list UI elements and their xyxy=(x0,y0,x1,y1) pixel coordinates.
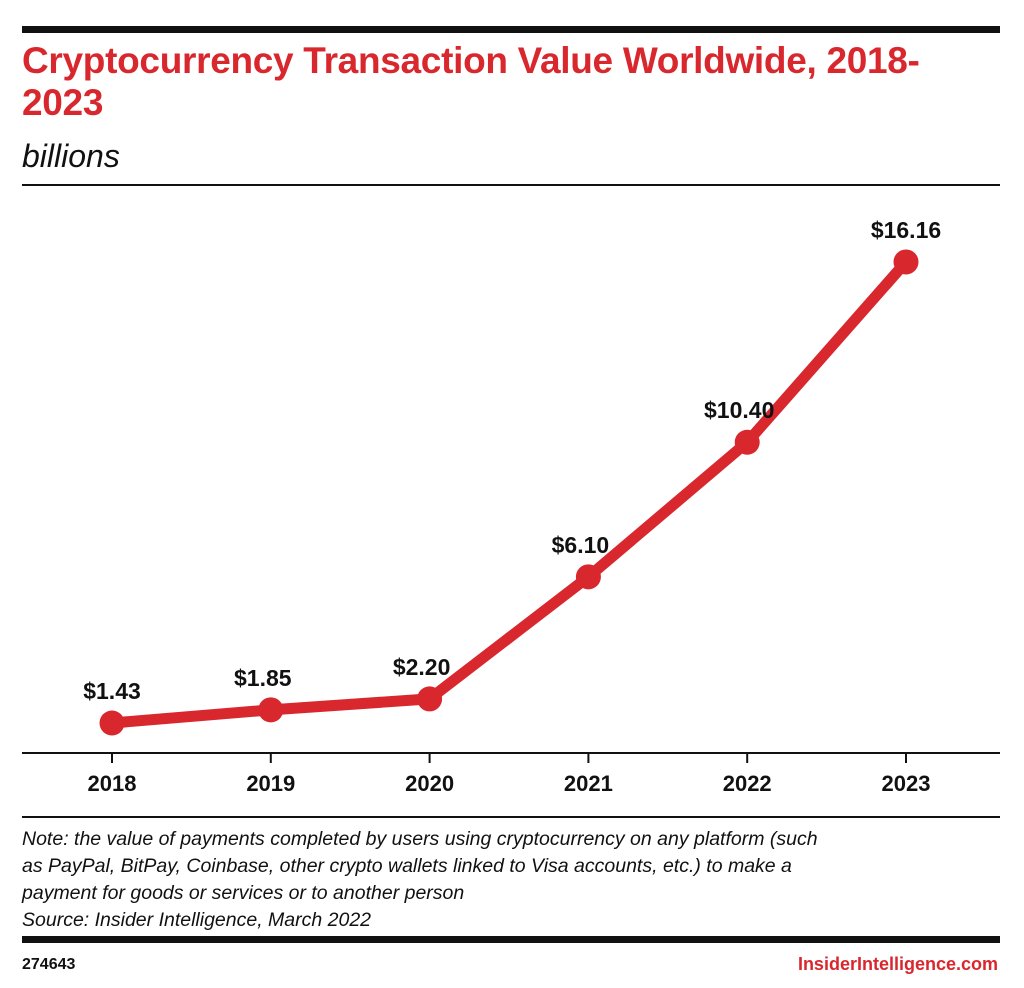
x-tick-label: 2019 xyxy=(246,771,295,796)
x-tick-label: 2021 xyxy=(564,771,613,796)
bottom-rule xyxy=(22,936,1000,943)
source-line: Source: Insider Intelligence, March 2022 xyxy=(22,909,372,931)
data-label: $6.10 xyxy=(552,532,610,558)
x-tick-label: 2020 xyxy=(405,771,454,796)
x-tick-label: 2022 xyxy=(723,771,772,796)
x-tick-label: 2018 xyxy=(88,771,137,796)
brand-link[interactable]: InsiderIntelligence.com xyxy=(797,954,998,974)
top-rule xyxy=(22,26,1000,33)
data-label: $10.40 xyxy=(704,397,774,423)
data-point xyxy=(734,429,760,455)
header-divider xyxy=(22,184,1000,186)
note-line: payment for goods or services or to anot… xyxy=(22,882,465,904)
data-point xyxy=(258,697,284,723)
chart-title: Cryptocurrency Transaction Value Worldwi… xyxy=(22,40,920,123)
data-point xyxy=(893,249,919,275)
note-line: as PayPal, BitPay, Coinbase, other crypt… xyxy=(22,855,792,877)
x-tick-label: 2023 xyxy=(882,771,931,796)
note-line: Note: the value of payments completed by… xyxy=(22,828,818,850)
chart-id: 274643 xyxy=(22,956,76,973)
note-divider xyxy=(22,816,1000,818)
chart-subtitle: billions xyxy=(22,138,120,174)
data-label: $16.16 xyxy=(871,217,941,243)
chart-note: Note: the value of payments completed by… xyxy=(22,826,997,934)
data-point xyxy=(575,564,601,590)
line-chart: 2018 2019 2020 2021 2022 2023 $1.43 $1.85 $2.20 $… xyxy=(22,217,1000,796)
data-label: $1.85 xyxy=(234,665,292,691)
data-label: $1.43 xyxy=(83,678,141,704)
data-label: $2.20 xyxy=(393,654,451,680)
series-line xyxy=(106,256,912,729)
data-point xyxy=(417,686,443,712)
data-point xyxy=(99,710,125,736)
